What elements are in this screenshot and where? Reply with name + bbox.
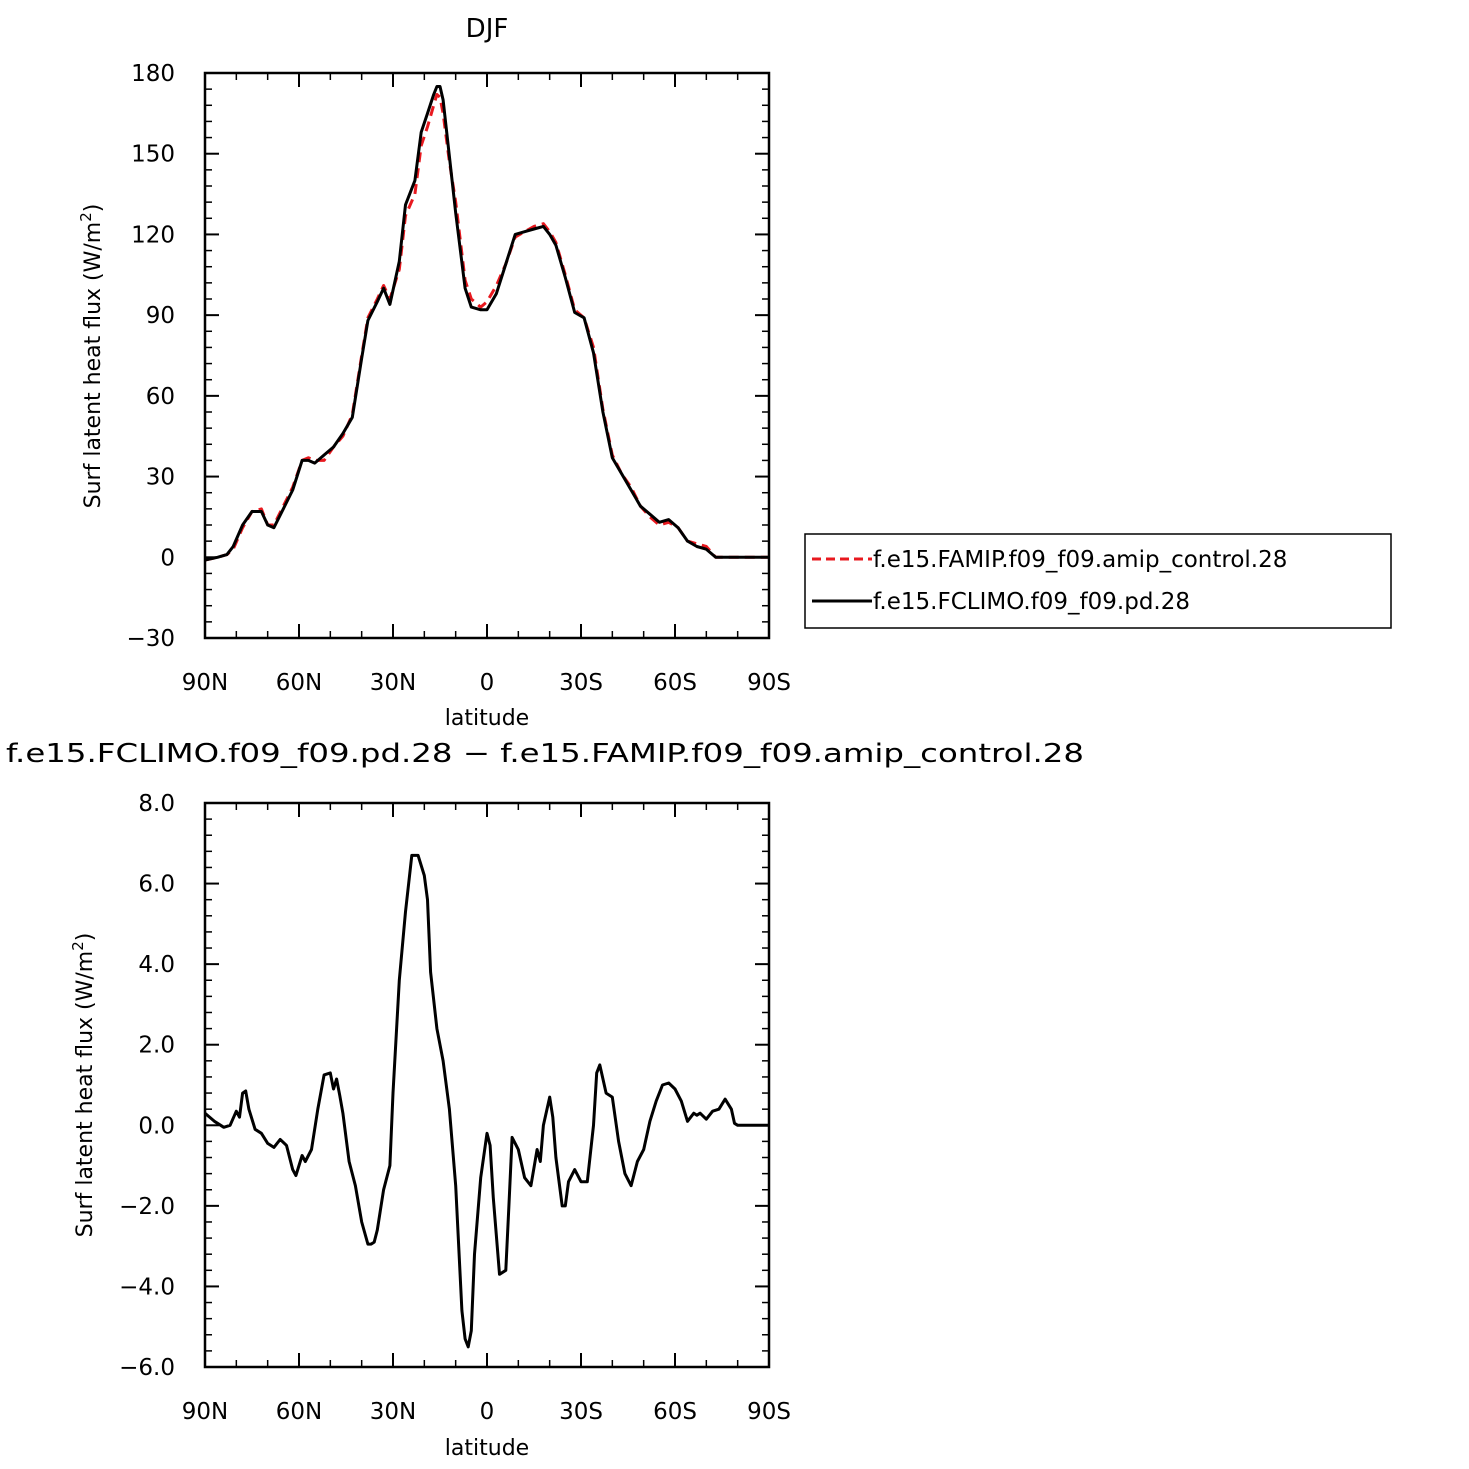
top-y-tick-label: 0 [160,545,175,571]
top-axis-ticks: 90N 60N 30N 0 30S 60S 90S −30 0 30 60 90 120 150 180 [126,61,790,696]
top-series-lines [204,85,769,562]
top-x-tick-label: 30S [559,670,603,696]
bottom-y-tick-label: −2.0 [119,1194,175,1220]
top-x-tick-label: 60N [276,670,322,696]
top-series-line-1 [204,85,769,562]
bottom-y-axis-label: Surf latent heat flux (W/m2) [69,933,98,1238]
bottom-x-tick-label: 30N [370,1399,416,1425]
bottom-y-tick-label: 6.0 [138,872,175,898]
top-y-axis-label: Surf latent heat flux (W/m2) [77,204,106,509]
bottom-chart-title: f.e15.FCLIMO.f09_f09.pd.28 − f.e15.FAMIP… [6,739,1084,769]
top-panel: DJF 90N 60N 30N 0 30S 60S 90S −30 0 30 60 90 120 150 1… [77,14,791,731]
top-x-tick-label: 90N [182,670,228,696]
bottom-plot-frame [203,801,771,1369]
top-x-tick-label: 90S [747,670,791,696]
legend: f.e15.FAMIP.f09_f09.amip_control.28 f.e1… [804,533,1392,629]
bottom-x-tick-label: 60N [276,1399,322,1425]
legend-box [804,533,1392,629]
top-chart-title: DJF [466,14,509,44]
bottom-y-tick-label: 2.0 [138,1033,175,1059]
bottom-y-tick-label: −4.0 [119,1274,175,1300]
top-x-tick-label: 0 [480,670,495,696]
bottom-axis-ticks: 90N 60N 30N 0 30S 60S 90S −6.0 −4.0 −2.0 0.0 2.0 4.0… [119,791,791,1425]
top-x-tick-label: 30N [370,670,416,696]
top-series-line-0 [204,93,769,562]
top-plot-frame [203,71,771,640]
bottom-x-tick-label: 60S [653,1399,697,1425]
top-y-tick-label: 60 [146,384,175,410]
top-y-tick-label: 180 [131,61,175,87]
bottom-series-line-0 [204,853,769,1349]
legend-entry-amip: f.e15.FAMIP.f09_f09.amip_control.28 [873,547,1287,573]
bottom-y-tick-label: 4.0 [138,952,175,978]
top-y-tick-label: −30 [126,626,175,652]
bottom-x-tick-label: 90N [182,1399,228,1425]
top-y-tick-label: 90 [146,303,175,329]
bottom-panel: f.e15.FCLIMO.f09_f09.pd.28 − f.e15.FAMIP… [6,739,1084,1461]
legend-entry-climo: f.e15.FCLIMO.f09_f09.pd.28 [873,589,1190,615]
top-y-tick-label: 120 [131,222,175,248]
bottom-x-tick-label: 30S [559,1399,603,1425]
bottom-x-tick-label: 90S [747,1399,791,1425]
top-y-tick-label: 30 [146,465,175,491]
bottom-y-tick-label: 0.0 [138,1113,175,1139]
bottom-y-tick-label: 8.0 [138,791,175,817]
bottom-x-tick-label: 0 [480,1399,495,1425]
bottom-x-axis-label: latitude [445,1436,529,1461]
top-x-axis-label: latitude [445,706,529,731]
top-y-tick-label: 150 [131,142,175,168]
bottom-series-lines [204,853,769,1349]
bottom-y-tick-label: −6.0 [119,1355,175,1381]
top-x-tick-label: 60S [653,670,697,696]
